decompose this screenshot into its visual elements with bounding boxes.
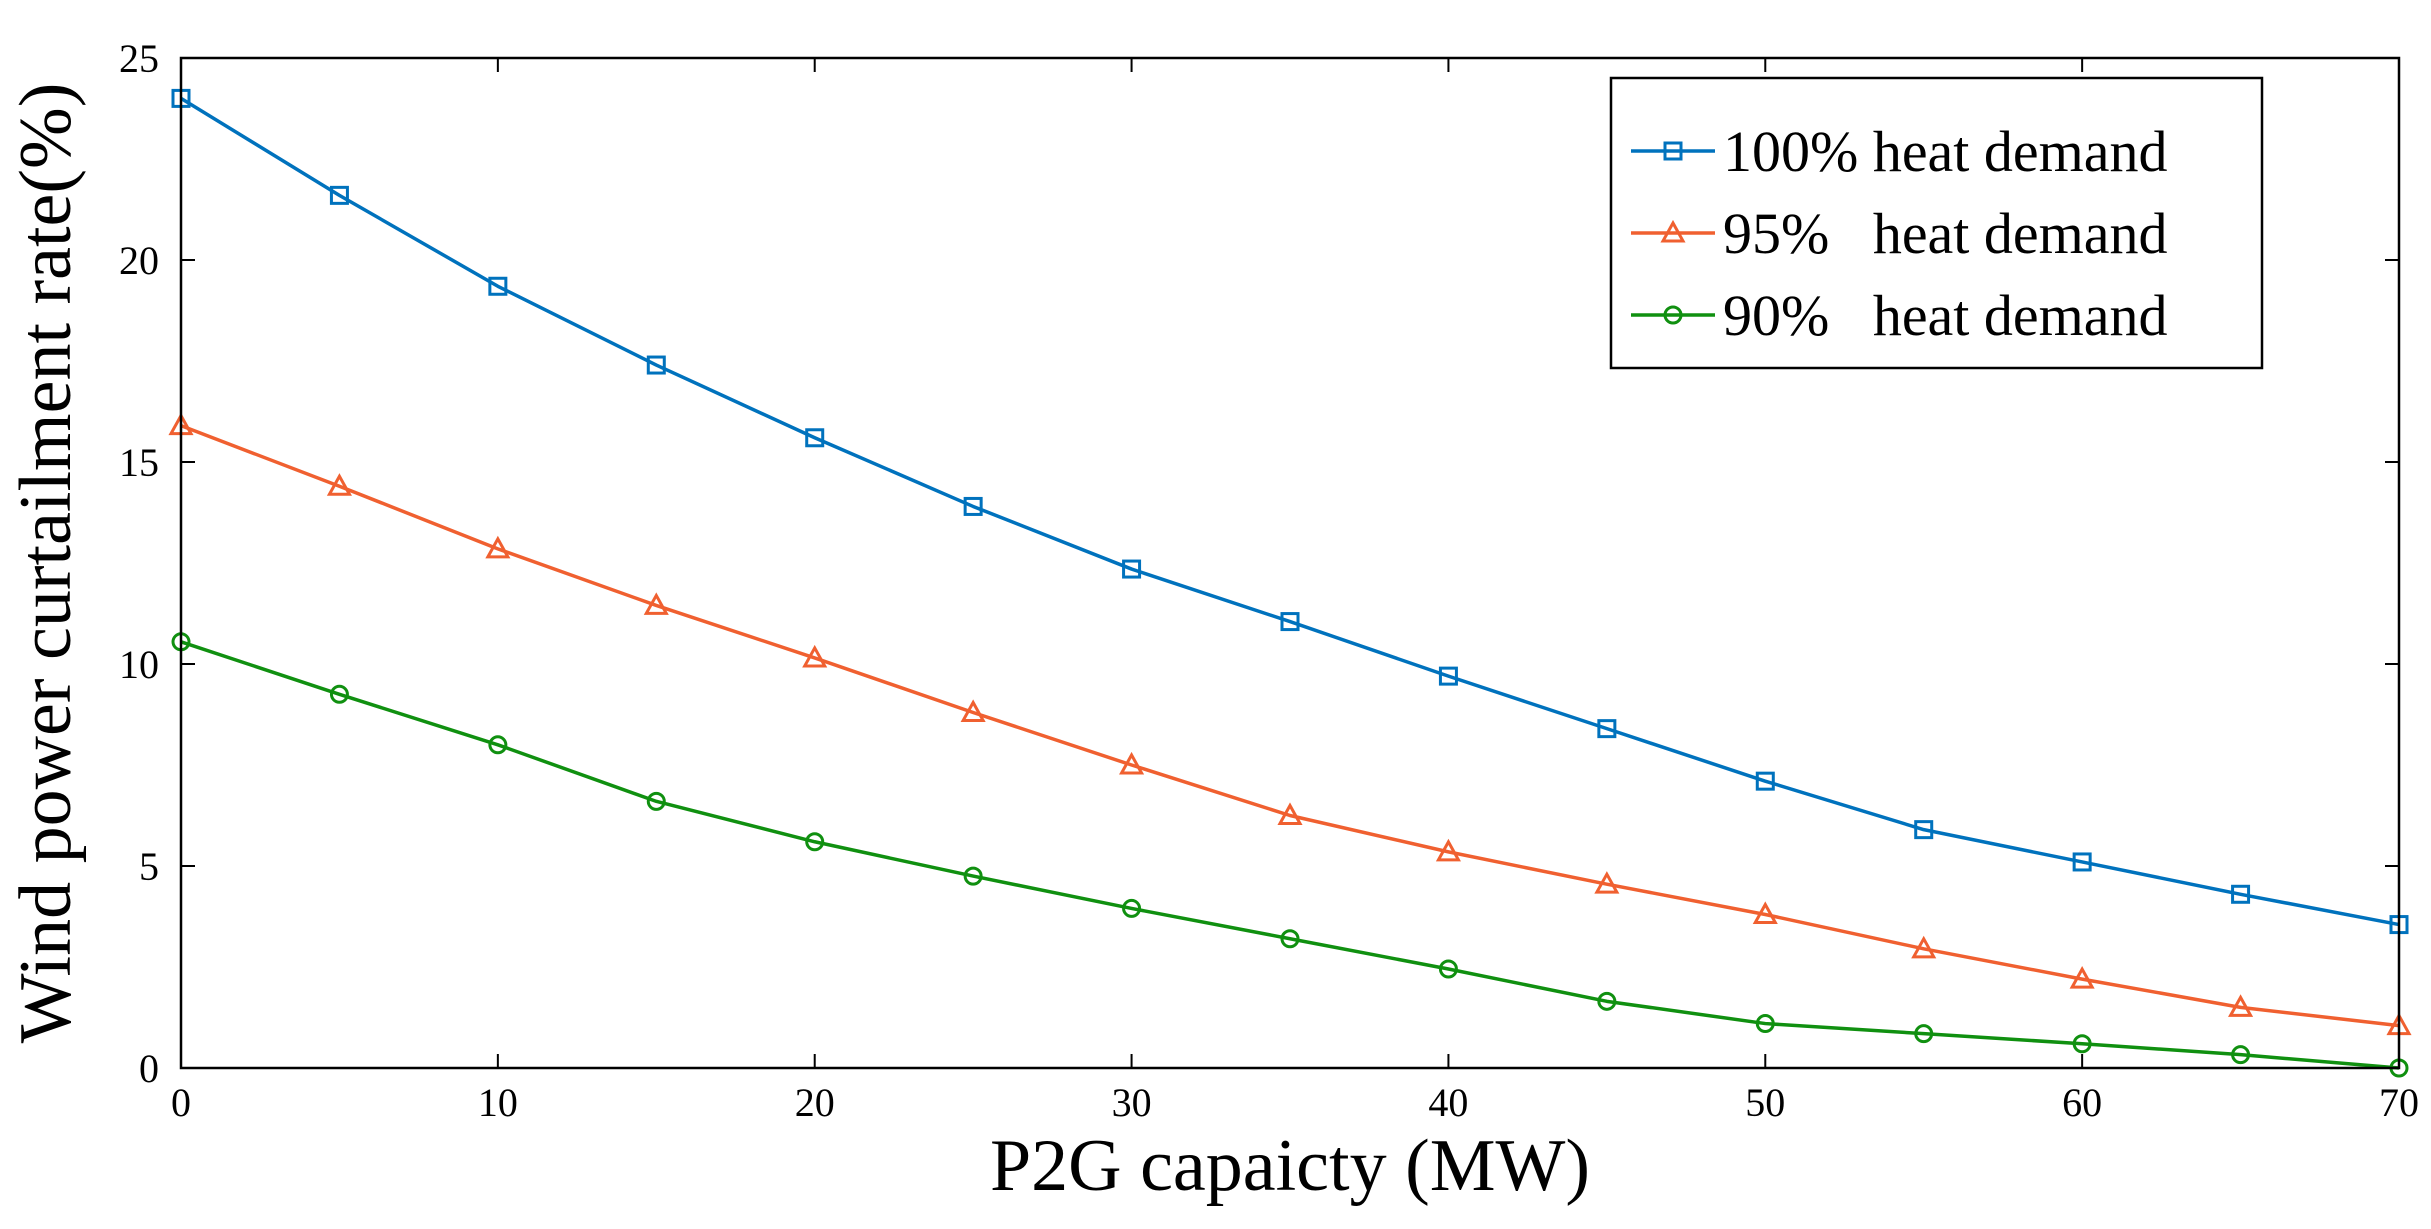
data-point [1914, 820, 1934, 840]
data-point [960, 699, 986, 722]
x-tick-label: 30 [1112, 1080, 1152, 1125]
series-2 [168, 412, 2412, 1036]
series-line [180, 424, 2400, 1028]
data-point [329, 684, 349, 704]
data-point [1594, 871, 1620, 894]
data-point [1755, 1014, 1775, 1034]
legend-entry: 90% heat demand [1631, 283, 2168, 348]
data-point [1438, 959, 1458, 979]
legend-label: 95% heat demand [1723, 201, 2168, 266]
data-point [326, 473, 352, 496]
y-tick-label: 25 [119, 36, 159, 81]
data-point [1597, 719, 1617, 739]
data-point [1119, 751, 1145, 775]
x-axis-label: P2G capaicty (MW) [990, 1125, 1590, 1207]
data-point [329, 185, 349, 205]
data-point [2069, 966, 2095, 989]
legend-box [1609, 76, 2264, 370]
series-line [180, 640, 2400, 1070]
data-point [488, 276, 508, 296]
y-axis-label: Wind power curtailment rate(%) [5, 83, 87, 1044]
legend-label: 90% heat demand [1723, 283, 2168, 348]
data-point [805, 428, 825, 448]
y-tick-label: 20 [119, 238, 159, 283]
data-point [646, 791, 666, 811]
data-point [1755, 771, 1775, 791]
data-point [1435, 838, 1461, 862]
legend-label: 100% heat demand [1723, 119, 2168, 184]
data-point [802, 644, 828, 668]
data-point [1277, 802, 1303, 825]
legend: 100% heat demand 95% heat demand 90% heat … [1609, 76, 2264, 370]
data-point [2231, 1045, 2251, 1065]
plot-frame [179, 56, 2401, 1070]
legend-entry: 100% heat demand [1631, 119, 2168, 184]
data-point [646, 355, 666, 375]
legend-marker [1663, 305, 1683, 325]
x-tick-label: 0 [171, 1080, 191, 1125]
y-tick-label: 10 [119, 642, 159, 687]
data-point [1280, 929, 1300, 949]
legend-entry: 95% heat demand [1631, 201, 2168, 266]
series-3 [171, 632, 2409, 1078]
data-point [2072, 1034, 2092, 1054]
series-line [180, 96, 2400, 927]
data-point [488, 735, 508, 755]
axis-ticks: 0 10 20 30 40 50 60 70 0 5 10 15 20 25 [119, 36, 2419, 1125]
data-point [1752, 901, 1778, 924]
x-tick-label: 70 [2379, 1080, 2419, 1125]
y-tick-label: 15 [119, 440, 159, 485]
data-point [1914, 1024, 1934, 1044]
data-point [1122, 559, 1142, 579]
series-layer [168, 88, 2412, 1078]
legend-marker [1663, 141, 1683, 161]
data-point [1280, 612, 1300, 632]
data-point [1438, 666, 1458, 686]
x-tick-label: 40 [1428, 1080, 1468, 1125]
data-point [2228, 994, 2254, 1017]
data-point [1911, 935, 1937, 959]
x-tick-label: 10 [478, 1080, 518, 1125]
data-point [2231, 884, 2251, 904]
data-point [485, 535, 511, 559]
data-point [963, 866, 983, 886]
legend-marker [1660, 219, 1686, 243]
x-tick-label: 20 [795, 1080, 835, 1125]
y-tick-label: 5 [139, 844, 159, 889]
data-point [2072, 852, 2092, 872]
data-point [805, 832, 825, 852]
y-tick-label: 0 [139, 1046, 159, 1091]
data-point [1597, 991, 1617, 1011]
data-point [643, 592, 669, 615]
data-point [963, 496, 983, 516]
x-tick-label: 50 [1745, 1080, 1785, 1125]
x-tick-label: 60 [2062, 1080, 2102, 1125]
data-point [1122, 898, 1142, 918]
